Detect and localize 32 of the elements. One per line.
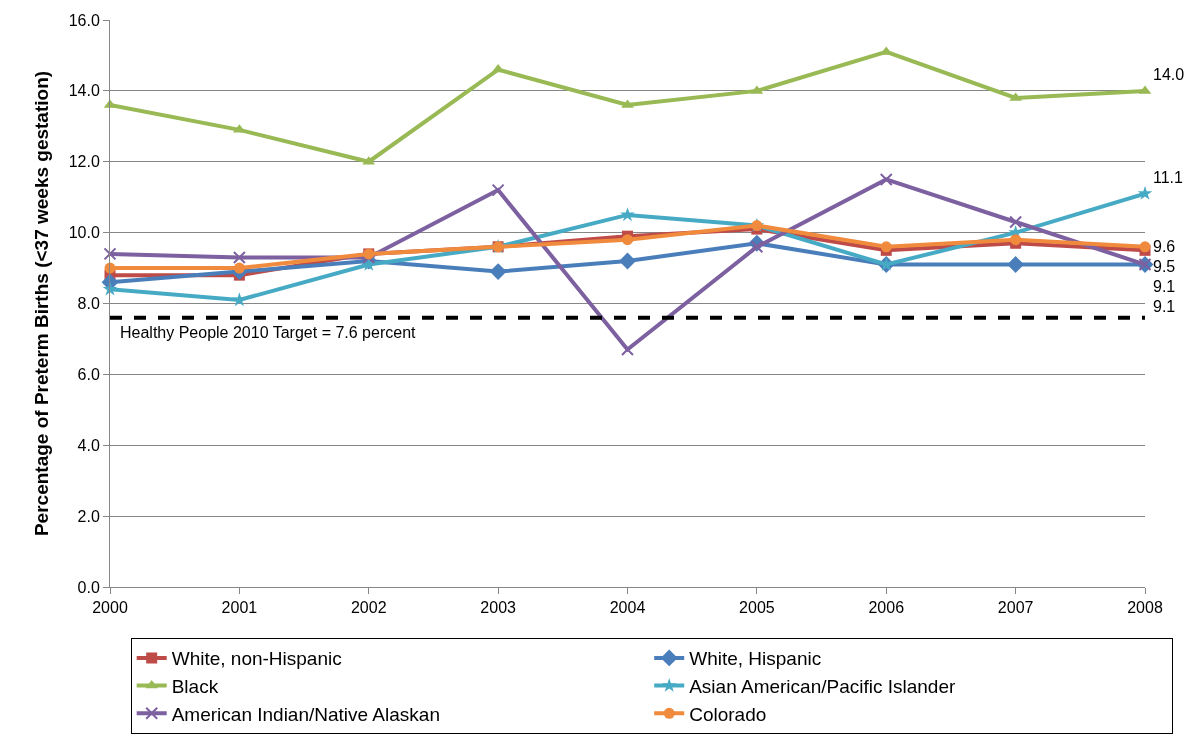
ref-line-label: Healthy People 2010 Target = 7.6 percent (120, 324, 417, 341)
y-tick-label: 2.0 (77, 507, 100, 525)
x-tick-label: 2002 (350, 599, 387, 617)
legend-label: White, non-Hispanic (171, 648, 342, 670)
y-tick-label: 6.0 (77, 365, 100, 383)
legend-label: Colorado (689, 703, 767, 725)
x-tick-label: 2003 (480, 599, 517, 617)
x-tick-label: 2006 (868, 599, 905, 617)
data-label: 9.6 (1153, 238, 1176, 255)
y-tick-label: 14.0 (68, 82, 100, 100)
y-tick-label: 12.0 (68, 153, 100, 171)
legend-label: Black (171, 675, 219, 697)
y-tick-label: 0.0 (77, 578, 100, 596)
legend-label: Asian American/Pacific Islander (689, 675, 956, 697)
y-tick-label: 16.0 (68, 11, 100, 29)
legend-label: White, Hispanic (689, 648, 822, 670)
x-tick-label: 2001 (221, 599, 258, 617)
data-label: 9.5 (1153, 258, 1176, 275)
legend-label: American Indian/Native Alaskan (171, 703, 440, 725)
x-tick-label: 2008 (1127, 599, 1163, 617)
y-tick-label: 10.0 (68, 224, 100, 242)
data-label: 9.1 (1153, 278, 1176, 295)
x-tick-label: 2005 (739, 599, 775, 617)
data-label: 14.0 (1153, 66, 1185, 83)
data-label: 9.1 (1153, 298, 1176, 315)
y-tick-label: 8.0 (77, 295, 100, 313)
y-axis-title: Percentage of Preterm Births (<37 weeks gestation) (30, 70, 52, 537)
x-tick-label: 2007 (997, 599, 1034, 617)
y-tick-label: 4.0 (77, 436, 100, 454)
x-tick-label: 2000 (92, 599, 128, 617)
x-tick-label: 2004 (609, 599, 646, 617)
data-label: 11.1 (1153, 169, 1184, 186)
